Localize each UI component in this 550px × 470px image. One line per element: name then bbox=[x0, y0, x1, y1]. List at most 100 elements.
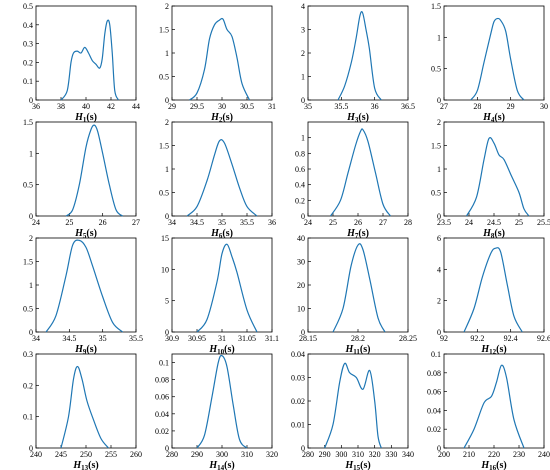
x-tick-label: 35.5 bbox=[240, 218, 254, 227]
y-tick-label: 0.08 bbox=[427, 369, 441, 378]
y-tick-label: 0.02 bbox=[427, 425, 441, 434]
y-tick-label: 0 bbox=[165, 328, 169, 337]
x-axis-label: H11(s) bbox=[345, 344, 371, 356]
y-tick-label: 0.08 bbox=[155, 376, 169, 385]
x-axis-label: H3(s) bbox=[346, 112, 369, 124]
y-tick-label: 6 bbox=[437, 234, 441, 243]
y-tick-label: 0.5 bbox=[23, 2, 33, 11]
y-tick-label: 1.5 bbox=[23, 118, 33, 127]
y-tick-label: 2 bbox=[437, 297, 441, 306]
y-tick-label: 1.5 bbox=[431, 2, 441, 11]
x-tick-label: 30.9 bbox=[165, 334, 179, 343]
y-tick-label: 0 bbox=[301, 96, 305, 105]
y-tick-label: 0.5 bbox=[431, 65, 441, 74]
y-tick-label: 0 bbox=[301, 444, 305, 453]
y-tick-label: 0.03 bbox=[291, 374, 305, 383]
x-tick-label: 245 bbox=[55, 450, 67, 459]
x-tick-label: 34 bbox=[32, 334, 40, 343]
x-tick-label: 30 bbox=[218, 102, 226, 111]
x-tick-label: 35 bbox=[218, 218, 226, 227]
x-axis-label: H7(s) bbox=[346, 228, 369, 240]
density-curve bbox=[189, 17, 251, 101]
y-tick-label: 0 bbox=[301, 328, 305, 337]
density-curve bbox=[337, 11, 382, 101]
plot-frame bbox=[171, 353, 273, 449]
y-tick-label: 0.2 bbox=[23, 58, 33, 67]
x-axis-label: H1(s) bbox=[74, 112, 97, 124]
y-tick-label: 0.5 bbox=[159, 189, 169, 198]
subplot-9: 34 34.5 35 35.5 0 0.5 1 1.5 2 H9(s) bbox=[23, 234, 143, 356]
x-tick-label: 36 bbox=[371, 102, 379, 111]
y-tick-label: 2 bbox=[29, 234, 33, 243]
x-tick-label: 31.1 bbox=[265, 334, 279, 343]
x-tick-label: 290 bbox=[319, 450, 331, 459]
x-axis-label: H16(s) bbox=[480, 460, 506, 470]
y-tick-label: 0 bbox=[437, 212, 441, 221]
y-tick-label: 10 bbox=[297, 305, 305, 314]
subplot-14: 280 290 300 310 320 0 0.02 0.04 0.06 0.08 0.1 H14(s… bbox=[155, 353, 278, 470]
x-tick-label: 24.5 bbox=[487, 218, 501, 227]
y-tick-label: 1 bbox=[301, 73, 305, 82]
x-tick-label: 320 bbox=[266, 450, 278, 459]
y-tick-label: 0.2 bbox=[23, 381, 33, 390]
x-tick-label: 24 bbox=[304, 218, 312, 227]
subplot-1: 36 38 40 42 44 0 0.1 0.2 0.3 0.4 0.5 H1(s) bbox=[23, 2, 140, 124]
density-curve bbox=[45, 239, 124, 333]
x-tick-label: 30.95 bbox=[188, 334, 206, 343]
y-tick-label: 0.1 bbox=[431, 350, 441, 359]
x-tick-label: 260 bbox=[130, 450, 142, 459]
plot-frame bbox=[443, 121, 545, 217]
x-tick-label: 24 bbox=[32, 218, 40, 227]
x-tick-label: 26 bbox=[99, 218, 107, 227]
x-tick-label: 290 bbox=[191, 450, 203, 459]
y-tick-label: 0.06 bbox=[427, 388, 441, 397]
y-tick-label: 4 bbox=[437, 265, 441, 274]
x-tick-label: 27 bbox=[379, 218, 387, 227]
y-tick-label: 0.5 bbox=[431, 189, 441, 198]
x-tick-label: 340 bbox=[402, 450, 414, 459]
x-tick-label: 27 bbox=[440, 102, 448, 111]
x-tick-label: 28 bbox=[404, 218, 412, 227]
density-curve bbox=[470, 17, 525, 101]
x-tick-label: 29.5 bbox=[190, 102, 204, 111]
y-tick-label: 1 bbox=[165, 165, 169, 174]
plot-frame bbox=[443, 353, 545, 449]
x-axis-label: H15(s) bbox=[344, 460, 370, 470]
x-tick-label: 92.2 bbox=[470, 334, 484, 343]
density-curve bbox=[329, 128, 392, 217]
density-curve bbox=[465, 137, 530, 217]
y-tick-label: 0.2 bbox=[295, 196, 305, 205]
x-tick-label: 35.5 bbox=[334, 102, 348, 111]
y-tick-label: 0 bbox=[437, 444, 441, 453]
y-tick-label: 40 bbox=[297, 234, 305, 243]
x-tick-label: 23.5 bbox=[437, 218, 451, 227]
y-tick-label: 15 bbox=[161, 234, 169, 243]
y-tick-label: 0 bbox=[29, 328, 33, 337]
plot-frame bbox=[307, 237, 409, 333]
y-tick-label: 1.5 bbox=[159, 142, 169, 151]
subplot-13: 240 245 250 255 260 0 0.1 0.2 0.3 H13(s) bbox=[23, 350, 142, 470]
x-axis-label: H10(s) bbox=[208, 344, 234, 356]
y-tick-label: 2 bbox=[165, 118, 169, 127]
subplot-10: 30.9 30.95 31 31.05 31.1 0 5 10 15 H10(s) bbox=[161, 234, 279, 356]
x-tick-label: 27 bbox=[132, 218, 140, 227]
y-tick-label: 5 bbox=[165, 297, 169, 306]
x-tick-label: 31 bbox=[268, 102, 276, 111]
x-tick-label: 34.5 bbox=[190, 218, 204, 227]
x-tick-label: 34 bbox=[168, 218, 176, 227]
y-tick-label: 0.5 bbox=[159, 73, 169, 82]
x-tick-label: 250 bbox=[80, 450, 92, 459]
x-tick-label: 42 bbox=[107, 102, 115, 111]
y-tick-label: 0.02 bbox=[155, 427, 169, 436]
x-tick-label: 25 bbox=[329, 218, 337, 227]
subplot-4: 27 28 29 30 0 0.5 1 1.5 H4(s) bbox=[431, 2, 548, 124]
subplot-6: 34 34.5 35 35.5 36 0 0.5 1 1.5 2 H6(s) bbox=[159, 118, 276, 240]
y-tick-label: 0.04 bbox=[155, 410, 169, 419]
plot-frame bbox=[171, 5, 273, 101]
y-tick-label: 0.4 bbox=[23, 21, 33, 30]
y-tick-label: 0.5 bbox=[23, 181, 33, 190]
x-tick-label: 230 bbox=[513, 450, 525, 459]
x-tick-label: 36 bbox=[268, 218, 276, 227]
x-tick-label: 35 bbox=[99, 334, 107, 343]
